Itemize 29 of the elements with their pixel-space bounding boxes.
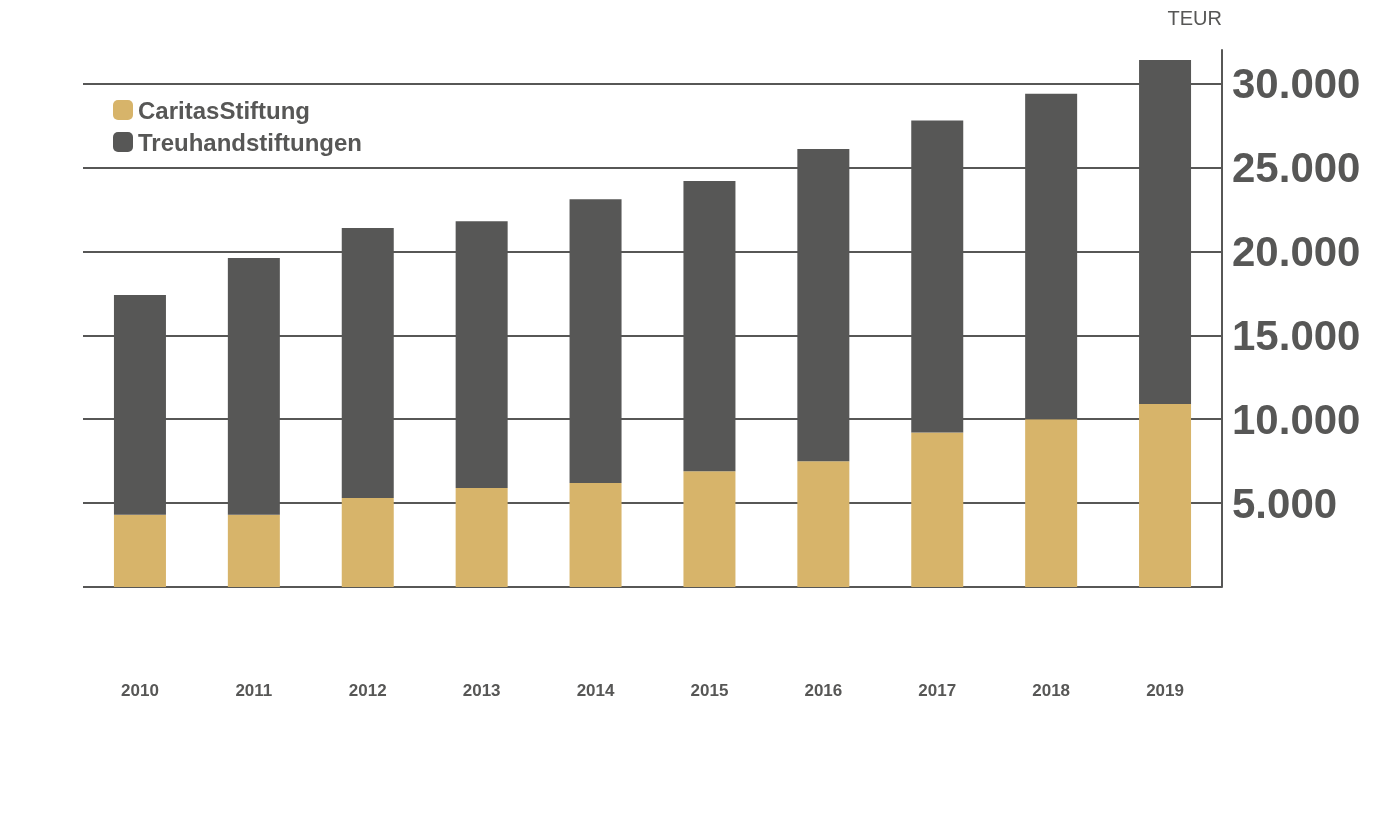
x-tick-label: 2018 — [1032, 681, 1071, 700]
x-tick-label: 2011 — [235, 681, 273, 700]
bar — [569, 482, 622, 587]
bar — [455, 487, 508, 587]
bar — [1139, 404, 1192, 587]
x-tick-label: 2013 — [462, 681, 501, 700]
x-tick-label: 2019 — [1146, 681, 1184, 700]
y-tick-label: 15.000 — [1232, 311, 1361, 359]
bar — [911, 432, 964, 587]
bar — [341, 498, 394, 587]
x-tick-label: 2016 — [804, 681, 843, 700]
y-tick-label: 30.000 — [1232, 60, 1361, 108]
bar — [797, 461, 850, 587]
bar — [1025, 419, 1078, 587]
y-axis-title: TEUR — [1167, 7, 1222, 29]
bar — [227, 514, 280, 587]
y-tick-label: 5.000 — [1232, 479, 1338, 527]
legend-label: Treuhandstiftungen — [138, 128, 362, 156]
x-tick-label: 2015 — [690, 681, 729, 700]
x-tick-label: 2014 — [576, 681, 615, 700]
bar — [113, 514, 166, 587]
x-tick-label: 2017 — [918, 681, 957, 700]
x-tick-label: 2010 — [121, 681, 159, 700]
legend-label: CaritasStiftung — [138, 96, 311, 124]
x-tick-label: 2012 — [348, 681, 387, 700]
bar — [683, 471, 736, 587]
y-tick-label: 10.000 — [1232, 395, 1361, 443]
y-tick-label: 20.000 — [1232, 227, 1361, 275]
y-tick-label: 25.000 — [1232, 143, 1361, 191]
